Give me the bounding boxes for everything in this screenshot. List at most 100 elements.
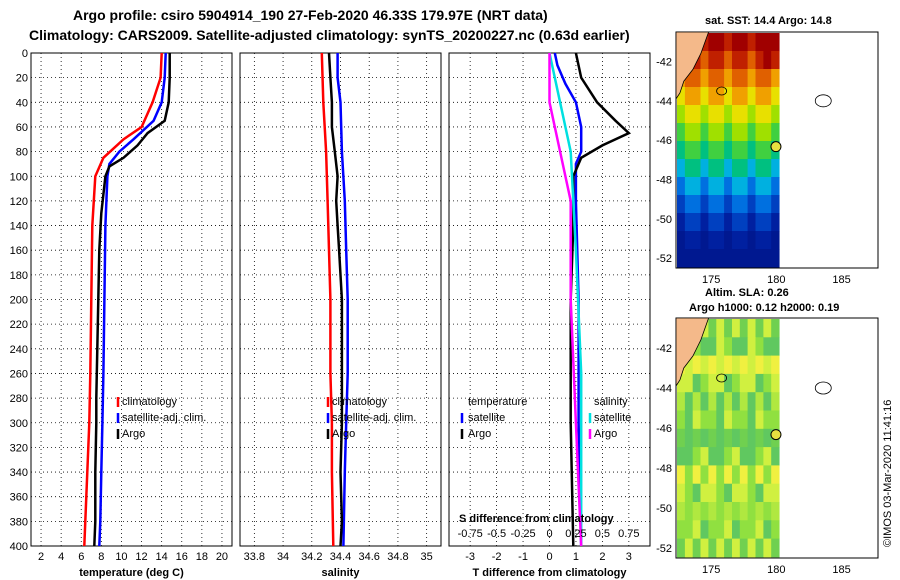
x-tick-label: 16: [176, 551, 188, 563]
y-tick-label: 360: [10, 492, 28, 504]
map-cell: [692, 428, 702, 448]
map-cell: [692, 373, 702, 393]
map-cell: [739, 87, 749, 106]
x-tick-label-secondary: -0.25: [511, 528, 536, 540]
map-cell: [771, 410, 780, 430]
map-cell: [700, 447, 709, 466]
map-cell: [708, 123, 717, 142]
map-cell: [724, 337, 733, 357]
map-cell: [684, 538, 694, 558]
x-tick-label-secondary: 0.5: [595, 528, 610, 540]
map-cell: [763, 69, 772, 88]
map-cell: [677, 141, 686, 160]
map-cell: [763, 337, 772, 357]
map-cell: [716, 159, 725, 178]
map-cell: [739, 483, 749, 503]
plot-salinity: 33.8 34 34.2 34.4 34.6 34.8 35 salinity climatol…: [239, 52, 442, 579]
map-cell: [700, 195, 709, 214]
x-tick-label: 33.8: [244, 551, 265, 563]
map-cell: [677, 483, 686, 503]
map-cell: [755, 213, 764, 232]
map-cell: [677, 502, 686, 521]
map-cell: [763, 159, 772, 178]
map-cell: [684, 123, 694, 142]
map-cell: [716, 195, 725, 214]
map-cell: [724, 69, 733, 88]
map-cell: [771, 502, 780, 521]
map-cell: [692, 465, 702, 485]
map-cell: [724, 123, 733, 142]
map-cell: [716, 337, 725, 357]
map-cell: [771, 123, 780, 142]
title-line1: Argo profile: csiro 5904914_190 27-Feb-2…: [73, 7, 548, 23]
lat-tick-label: -42: [656, 57, 672, 69]
map-cell: [763, 520, 772, 540]
map-cell: [724, 33, 733, 52]
map-cell: [747, 465, 756, 485]
map-cell: [708, 337, 717, 357]
map-cell: [732, 51, 741, 70]
map-cell: [708, 447, 717, 466]
y-tick-label: 200: [10, 295, 28, 307]
map-cell: [739, 373, 749, 393]
x-axis-label: salinity: [322, 567, 361, 579]
map-cell: [700, 520, 709, 540]
map-cell: [732, 159, 741, 178]
legend-label: satellite-adj. clim.: [332, 412, 416, 424]
legend-label: Argo: [594, 428, 617, 440]
map-cell: [771, 538, 780, 558]
map-cell: [700, 51, 709, 70]
map-cell: [684, 159, 694, 178]
map-cell: [755, 249, 764, 268]
x-tick-label: 6: [78, 551, 84, 563]
lat-tick-label: -48: [656, 463, 672, 475]
map-cell: [692, 159, 702, 178]
map-cell: [724, 249, 733, 268]
map-cell: [771, 159, 780, 178]
map-cell: [763, 355, 772, 375]
map-cell: [755, 447, 764, 466]
series-line-s-argo: [548, 53, 583, 547]
island-outline: [716, 373, 728, 383]
map-cell: [724, 502, 733, 521]
map-cell: [739, 410, 749, 430]
x-tick-label: 3: [626, 551, 632, 563]
map-cell: [747, 51, 756, 70]
map-cell: [747, 249, 756, 268]
map-cell: [677, 231, 686, 250]
map-cell: [692, 483, 702, 503]
map-cell: [677, 87, 686, 106]
map-cell: [708, 520, 717, 540]
map-cell: [732, 105, 741, 124]
map-cell: [739, 355, 749, 375]
map-cell: [684, 355, 694, 375]
map-cell: [732, 337, 741, 357]
map-cell: [732, 520, 741, 540]
map-cell: [732, 33, 741, 52]
lon-tick-label: 175: [702, 564, 720, 576]
map-cell: [771, 195, 780, 214]
map-cell: [692, 502, 702, 521]
map-cell: [763, 483, 772, 503]
map-cell: [684, 428, 694, 448]
map-cell: [716, 502, 725, 521]
map-cell: [739, 502, 749, 521]
map-cell: [724, 177, 733, 196]
argo-position-marker: [770, 141, 782, 153]
map-cell: [724, 538, 733, 558]
map-cell: [747, 177, 756, 196]
map-cell: [732, 213, 741, 232]
map-cell: [763, 195, 772, 214]
map-cell: [732, 392, 741, 411]
map-cell: [708, 213, 717, 232]
map-cell: [747, 231, 756, 250]
map-cell: [724, 373, 733, 393]
map-cell: [677, 520, 686, 540]
map-cell: [755, 177, 764, 196]
map-cell: [732, 410, 741, 430]
map-cell: [747, 410, 756, 430]
map-cell: [724, 87, 733, 106]
map-cell: [732, 373, 741, 393]
map-cell: [692, 123, 702, 142]
map-cell: [747, 520, 756, 540]
